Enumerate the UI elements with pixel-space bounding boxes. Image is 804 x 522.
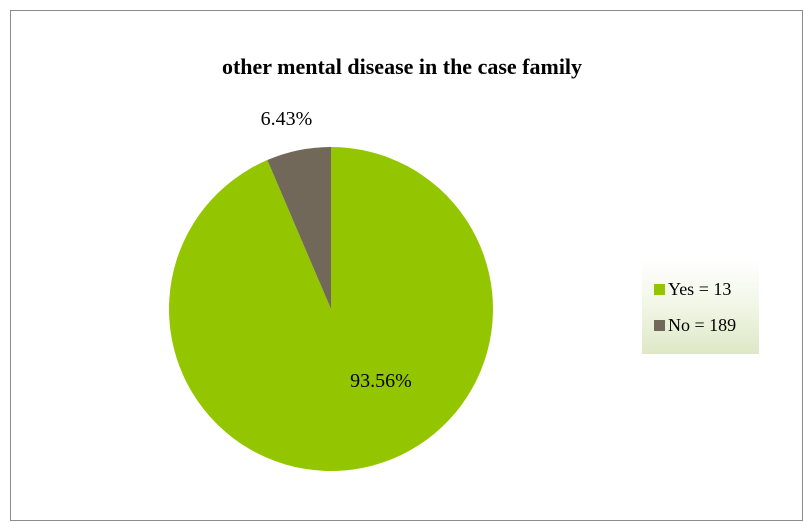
legend: Yes = 13 No = 189 <box>641 258 759 354</box>
chart-title: other mental disease in the case family <box>221 54 583 79</box>
pie-slice-1 <box>267 147 331 309</box>
legend-item-yes: Yes = 13 <box>654 277 731 301</box>
legend-swatch-yes <box>654 283 665 295</box>
legend-swatch-no <box>654 319 665 331</box>
legend-item-no: No = 189 <box>654 313 736 337</box>
pie-label-1: 6.43% <box>261 108 313 130</box>
legend-label-no: No = 189 <box>668 314 737 335</box>
legend-label-yes: Yes = 13 <box>668 278 732 299</box>
pie-label-0: 93.56% <box>350 370 412 392</box>
